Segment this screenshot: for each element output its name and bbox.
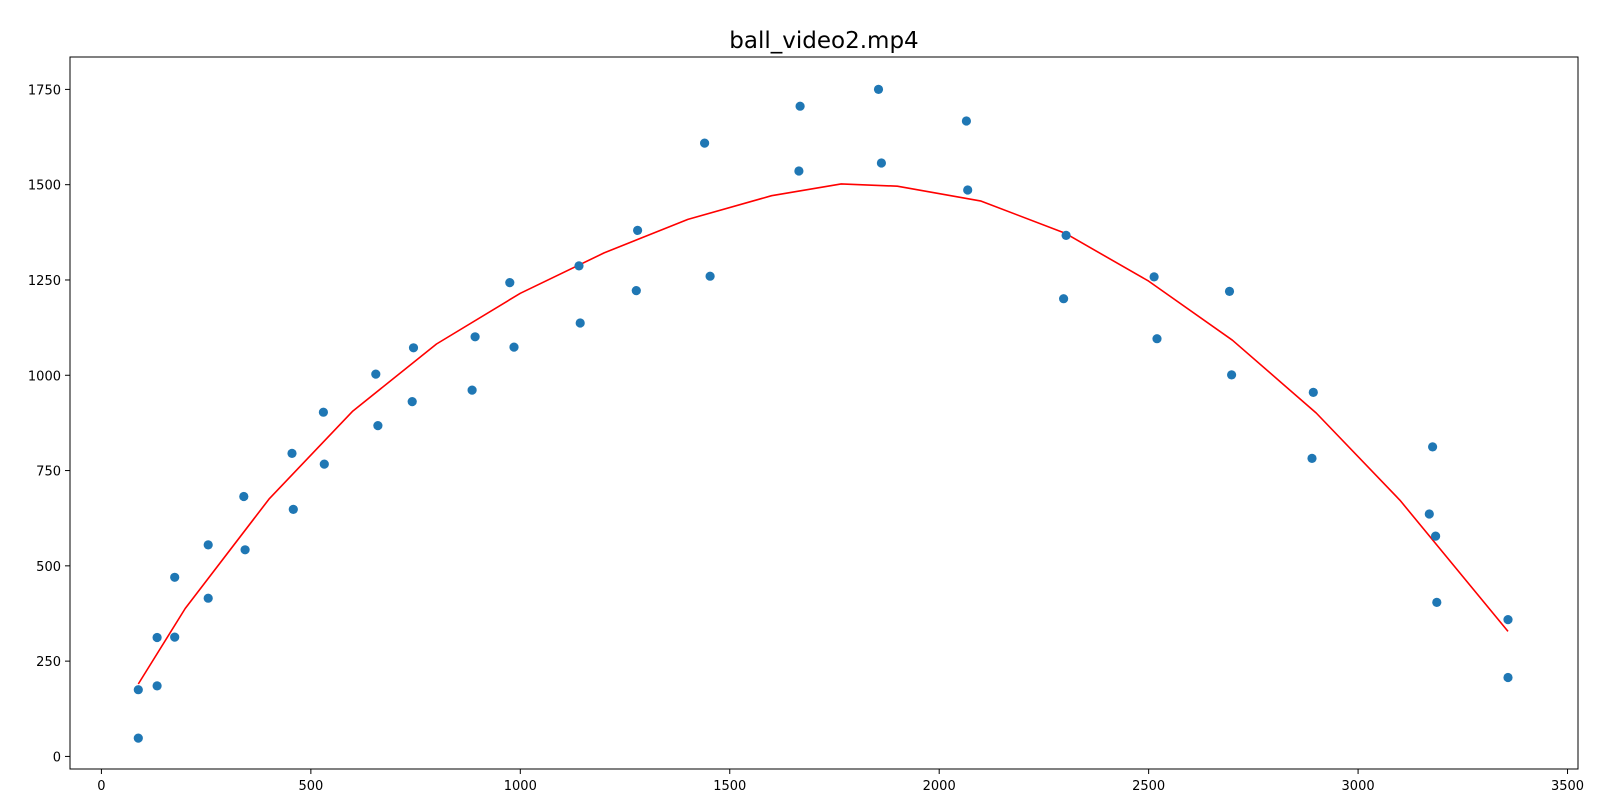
scatter-point	[963, 185, 973, 195]
scatter-point	[633, 225, 643, 235]
scatter-point	[1061, 230, 1071, 240]
scatter-point	[287, 448, 297, 458]
scatter-point	[408, 343, 419, 353]
scatter-point	[505, 278, 515, 288]
y-tick-label: 750	[36, 465, 61, 480]
scatter-point	[467, 385, 477, 395]
scatter-point	[1224, 286, 1235, 296]
scatter-point	[407, 397, 417, 407]
scatter-point	[961, 116, 972, 126]
y-tick-label: 1250	[28, 274, 61, 289]
scatter-point	[509, 342, 519, 352]
scatter-point	[574, 261, 584, 271]
scatter-point	[133, 685, 143, 695]
scatter-point	[170, 632, 180, 642]
x-tick-label: 2000	[923, 779, 956, 794]
y-axis: 0 250 500 750 1000 1250 1500 1750	[28, 83, 70, 765]
scatter-point	[1424, 509, 1434, 519]
scatter-point	[133, 733, 143, 743]
x-tick-label: 3000	[1342, 779, 1375, 794]
scatter-point	[1227, 370, 1237, 380]
scatter-point	[203, 540, 213, 550]
scatter-point	[575, 318, 585, 328]
chart-title: ball_video2.mp4	[729, 28, 918, 54]
scatter-point	[873, 84, 884, 94]
scatter-point	[1503, 672, 1513, 683]
plot-frame	[69, 56, 1579, 770]
y-tick-label: 1000	[28, 369, 61, 384]
scatter-point	[1149, 272, 1159, 282]
x-tick-label: 500	[298, 779, 323, 794]
x-tick-label: 3500	[1551, 779, 1584, 794]
scatter-point	[876, 158, 887, 168]
scatter-point	[1432, 597, 1442, 608]
fit-curve	[137, 183, 1509, 685]
scatter-point	[288, 504, 298, 514]
x-tick-label: 1000	[504, 779, 537, 794]
scatter-point	[700, 138, 710, 148]
y-tick-label: 0	[53, 750, 61, 765]
scatter-point	[1152, 334, 1162, 344]
scatter-point	[371, 369, 381, 379]
y-tick-label: 1750	[28, 83, 61, 98]
scatter-point	[203, 593, 213, 603]
scatter-point	[1431, 531, 1441, 541]
scatter-points	[133, 84, 1513, 743]
scatter-point	[794, 166, 804, 176]
fit-curve-layer	[137, 183, 1509, 685]
scatter-point	[795, 101, 805, 111]
y-tick-label: 250	[36, 655, 61, 670]
scatter-point	[1308, 387, 1318, 397]
x-tick-label: 2500	[1132, 779, 1165, 794]
scatter-point	[1059, 294, 1069, 304]
scatter-point	[470, 332, 480, 342]
scatter-point	[240, 545, 250, 555]
scatter-point	[705, 271, 715, 281]
scatter-point	[631, 286, 641, 296]
scatter-point	[239, 491, 249, 502]
scatter-point	[152, 632, 162, 643]
scatter-point	[319, 459, 329, 469]
scatter-point	[373, 421, 383, 431]
scatter-point	[170, 572, 180, 582]
scatter-point	[318, 407, 328, 417]
x-tick-label: 0	[97, 779, 105, 794]
y-tick-label: 1500	[28, 179, 61, 194]
x-tick-label: 1500	[713, 779, 746, 794]
scatter-point	[152, 681, 162, 691]
scatter-point	[1428, 442, 1438, 452]
scatter-point	[1307, 453, 1317, 463]
scatter-point	[1503, 615, 1513, 625]
y-tick-label: 500	[36, 560, 61, 575]
x-axis: 0 500 1000 1500 2000 2500 3000 3500	[97, 769, 1584, 794]
